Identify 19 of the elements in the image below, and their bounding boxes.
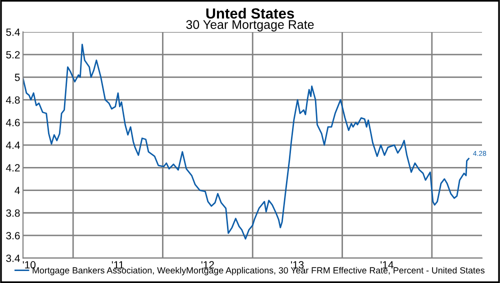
x-tick-label: '13 xyxy=(291,261,304,269)
chart-title: Unted States xyxy=(206,8,294,19)
x-tick-label: '11 xyxy=(112,261,124,268)
line-series xyxy=(23,44,470,240)
x-tick-label: '14 xyxy=(380,261,394,268)
x-tick-label: '12 xyxy=(201,261,214,268)
y-tick-label: 5 xyxy=(14,74,20,82)
y-tick-label: 3.8 xyxy=(6,209,20,217)
y-tick-label: 5.2 xyxy=(6,51,20,58)
y-tick-label: 3.4 xyxy=(6,254,20,262)
y-tick-label: 4.4 xyxy=(6,142,20,149)
chart-subtitle: 30 Year Mortgage Rate xyxy=(186,20,314,32)
y-tick-label: 3.6 xyxy=(6,232,20,240)
y-tick-label: 4.8 xyxy=(6,96,20,104)
x-tick-label: '10 xyxy=(22,261,36,269)
y-tick-label: 4.2 xyxy=(6,164,20,172)
y-tick-label: 4.6 xyxy=(6,118,20,126)
y-tick-label: 5.4 xyxy=(6,28,20,36)
y-tick-label: 4 xyxy=(14,186,20,194)
